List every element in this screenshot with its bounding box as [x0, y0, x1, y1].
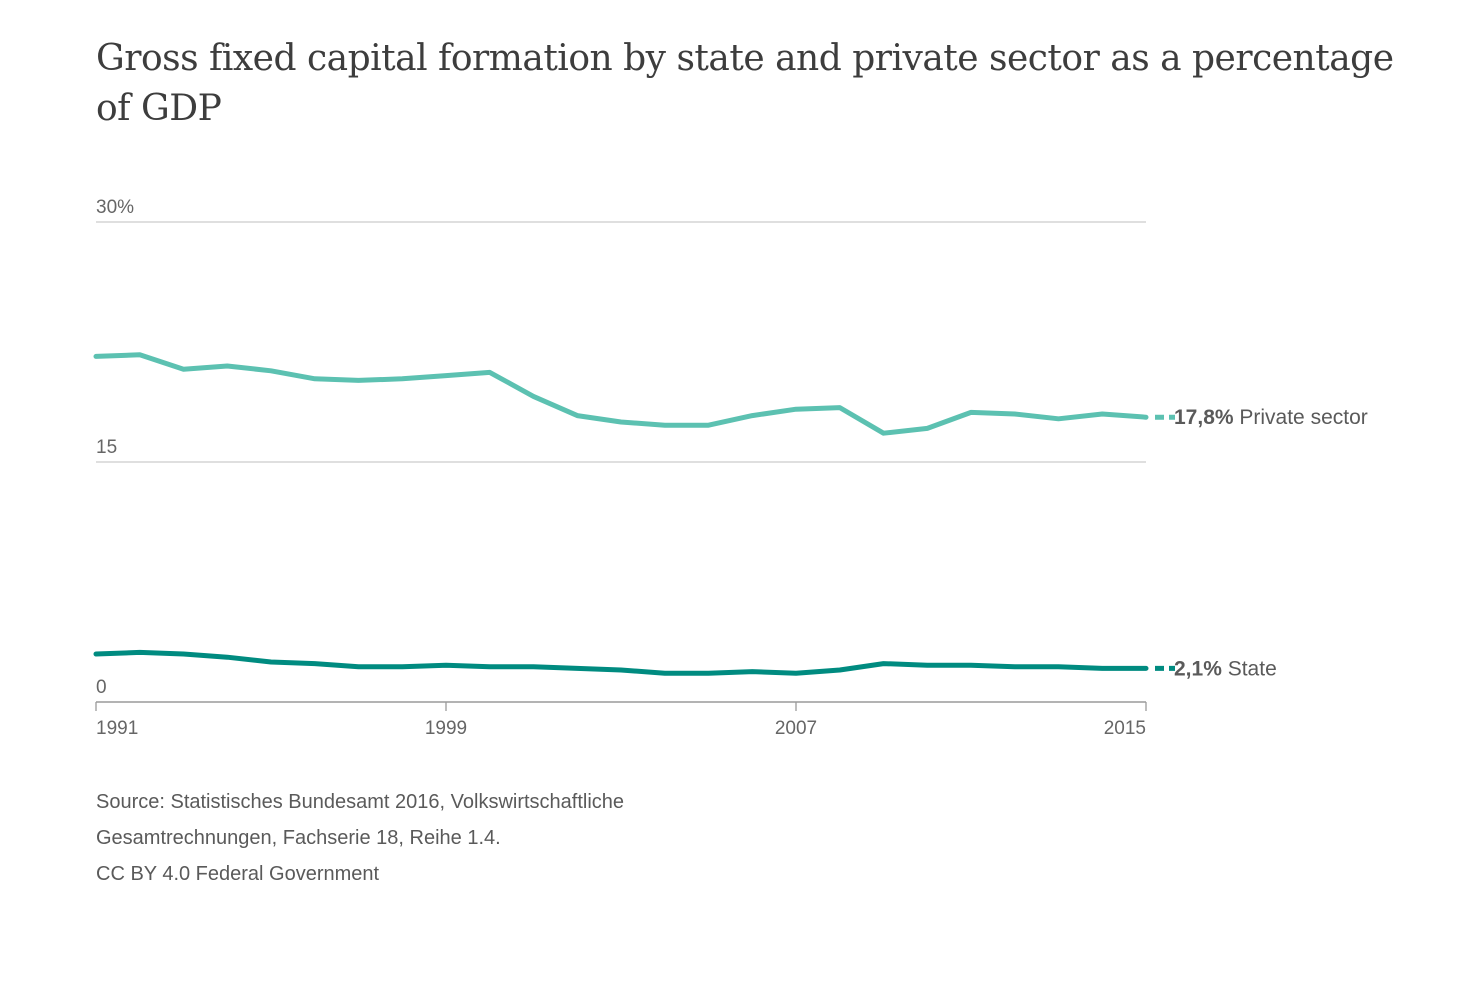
chart-title: Gross fixed capital formation by state a…	[96, 38, 1394, 129]
x-tick-label: 1991	[96, 718, 138, 739]
grid-layer: 30% 15 0	[96, 197, 1146, 703]
series-line	[93, 352, 1149, 436]
series-end-value: 2,1%	[1174, 657, 1222, 680]
x-tick-label: 2015	[1104, 718, 1146, 739]
series-end-value: 17,8%	[1174, 406, 1234, 429]
y-tick-label: 30%	[96, 197, 134, 218]
x-tick-label: 2007	[775, 718, 817, 739]
series-name: State	[1222, 657, 1277, 680]
y-tick-label: 15	[96, 437, 117, 458]
series-layer	[93, 352, 1175, 676]
y-tick-label: 0	[96, 677, 107, 698]
x-tick-label: 1999	[425, 718, 467, 739]
series-line	[93, 649, 1149, 676]
series-name: Private sector	[1234, 406, 1368, 429]
series-end-label: 2,1% State	[1174, 657, 1277, 680]
source-note: Source: Statistisches Bundesamt 2016, Vo…	[96, 784, 796, 892]
x-axis: 1991 1999 2007 2015	[95, 702, 1147, 739]
license-line: CC BY 4.0 Federal Government	[96, 863, 380, 885]
source-line-1: Source: Statistisches Bundesamt 2016, Vo…	[96, 791, 625, 813]
end-labels: 17,8% Private sector 2,1% State	[1174, 406, 1368, 680]
series-end-label: 17,8% Private sector	[1174, 406, 1368, 429]
source-line-2: Gesamtrechnungen, Fachserie 18, Reihe 1.…	[96, 827, 501, 849]
